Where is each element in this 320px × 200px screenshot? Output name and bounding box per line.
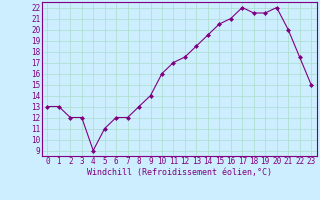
X-axis label: Windchill (Refroidissement éolien,°C): Windchill (Refroidissement éolien,°C) (87, 168, 272, 177)
